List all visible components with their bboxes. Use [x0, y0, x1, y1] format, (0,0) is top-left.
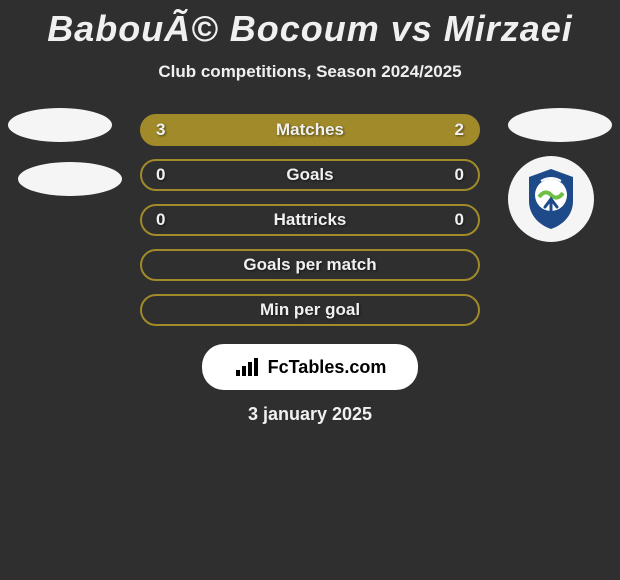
stat-row-goals: 0 Goals 0	[140, 159, 480, 191]
stat-row-matches: 3 Matches 2	[140, 114, 480, 146]
bars-icon	[234, 356, 262, 378]
stat-right-value: 0	[455, 210, 464, 230]
subtitle: Club competitions, Season 2024/2025	[0, 62, 620, 82]
stat-row-hattricks: 0 Hattricks 0	[140, 204, 480, 236]
content-area: 3 Matches 2 0 Goals 0 0 Hattricks 0 Goal…	[0, 114, 620, 425]
stat-label: Min per goal	[260, 300, 360, 320]
stat-row-goals-per-match: Goals per match	[140, 249, 480, 281]
stat-row-min-per-goal: Min per goal	[140, 294, 480, 326]
player-right-placeholder-1	[508, 108, 612, 142]
club-badge-right	[508, 156, 594, 242]
stat-left-value: 0	[156, 165, 165, 185]
page-title: BabouÃ© Bocoum vs Mirzaei	[0, 0, 620, 50]
logo-text: FcTables.com	[268, 357, 387, 378]
stat-rows: 3 Matches 2 0 Goals 0 0 Hattricks 0 Goal…	[140, 114, 480, 326]
player-left-placeholder-1	[8, 108, 112, 142]
stat-right-value: 0	[455, 165, 464, 185]
fctables-logo[interactable]: FcTables.com	[202, 344, 418, 390]
stat-label: Goals per match	[243, 255, 376, 275]
player-left-placeholder-2	[18, 162, 122, 196]
stat-label: Hattricks	[274, 210, 347, 230]
date-text: 3 january 2025	[0, 404, 620, 425]
club-crest-icon	[519, 167, 583, 231]
stat-label: Matches	[276, 120, 344, 140]
stat-left-value: 0	[156, 210, 165, 230]
stat-left-value: 3	[156, 120, 165, 140]
stat-right-value: 2	[455, 120, 464, 140]
stat-label: Goals	[286, 165, 333, 185]
